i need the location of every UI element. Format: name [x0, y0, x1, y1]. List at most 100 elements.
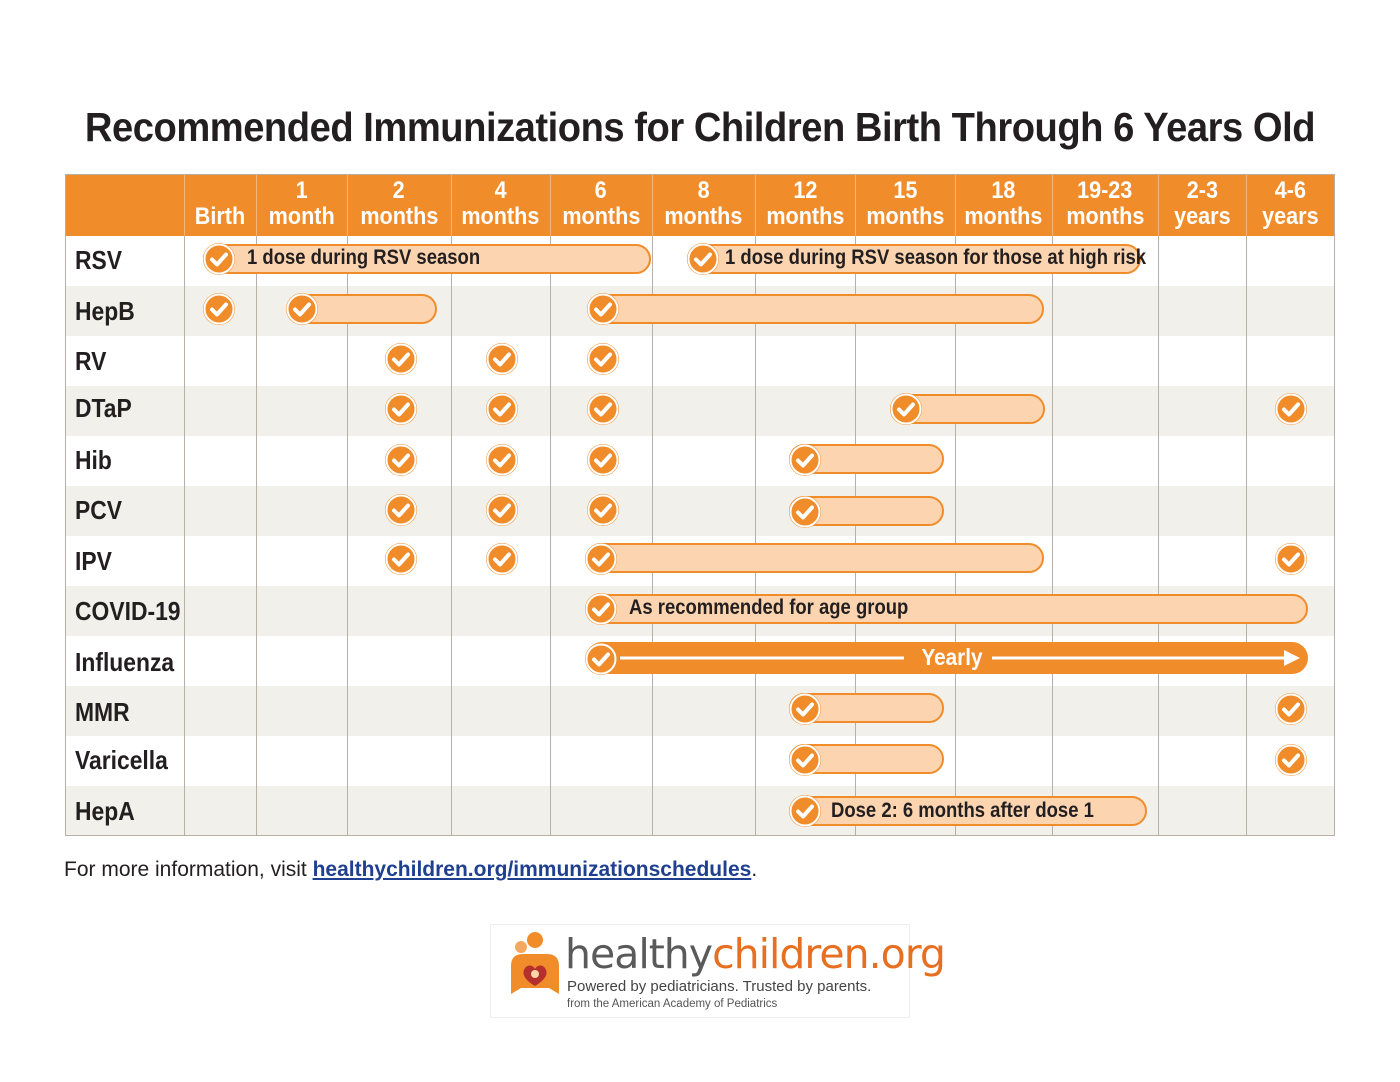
header-divider [550, 174, 551, 236]
covid-label: As recommended for age group [629, 596, 909, 619]
check-icon [585, 543, 617, 575]
check-icon [789, 693, 821, 725]
hepa-range-bar [789, 796, 1147, 826]
header-divider [1158, 174, 1159, 236]
logo-subtitle: from the American Academy of Pediatrics [567, 998, 778, 1010]
check-icon [585, 643, 617, 675]
page-title: Recommended Immunizations for Children B… [84, 104, 1316, 150]
vaccine-label-mmr: MMR [75, 697, 130, 727]
hepa-dose2-label-rest: 6 months after dose 1 [897, 799, 1094, 822]
header-divider [451, 174, 452, 236]
col-header-15-months: 15 months [865, 177, 944, 230]
grid-line [347, 174, 348, 836]
vaccine-label-covid-19: COVID-19 [75, 596, 181, 626]
vaccine-label-hepa: HepA [75, 796, 135, 826]
check-icon [203, 243, 235, 275]
hepa-dose2-label: Dose 2: 6 months after dose 1 [831, 799, 1094, 823]
col-header-4-6-years: 4-6 years [1262, 177, 1319, 230]
col-header-1-month: 1 month [268, 177, 335, 230]
influenza-yearly-label: Yearly [921, 644, 983, 670]
check-icon [385, 343, 417, 375]
hepa-dose2-label-bold: Dose 2: [831, 799, 898, 822]
header-divider [347, 174, 348, 236]
col-header-4-months: 4 months [461, 177, 540, 230]
check-icon [1275, 744, 1307, 776]
check-icon [385, 543, 417, 575]
logo-word-1: healthy [565, 930, 713, 978]
check-icon [1275, 393, 1307, 425]
check-icon [385, 494, 417, 526]
footer-suffix: . [751, 858, 758, 881]
header-divider [955, 174, 956, 236]
check-icon [286, 293, 318, 325]
header-divider [1052, 174, 1053, 236]
header-divider [652, 174, 653, 236]
check-icon [385, 393, 417, 425]
grid-line [451, 174, 452, 836]
col-header-birth: Birth [194, 203, 246, 230]
yearly-arrow [620, 650, 1300, 666]
schedule-grid [65, 174, 1335, 836]
col-header-18-months: 18 months [964, 177, 1043, 230]
col-header-12-months: 12 months [765, 177, 844, 230]
family-logo-icon [511, 932, 559, 994]
check-icon [203, 293, 235, 325]
footer-prefix: For more information, visit [64, 858, 313, 881]
vaccine-label-pcv: PCV [75, 495, 123, 525]
check-icon [486, 543, 518, 575]
grid-line [955, 174, 956, 836]
covid-range-bar [586, 594, 1308, 624]
vaccine-label-rsv: RSV [75, 245, 123, 275]
grid-line [755, 174, 756, 836]
col-header-6-months: 6 months [561, 177, 640, 230]
check-icon [1275, 543, 1307, 575]
check-icon [789, 496, 821, 528]
footer-link[interactable]: healthychildren.org/immunizationschedule… [312, 858, 752, 881]
check-icon [385, 444, 417, 476]
rsv-infant-label: 1 dose during RSV season [247, 246, 481, 269]
col-header-2-months: 2 months [359, 177, 438, 230]
ipv-dose3-range-bar [586, 543, 1044, 573]
check-icon [585, 593, 617, 625]
hepb-dose3-range-bar [588, 294, 1044, 324]
vaccine-label-varicella: Varicella [75, 745, 168, 775]
logo-word-3: org [880, 930, 946, 978]
vaccine-label-dtap: DTaP [75, 393, 132, 423]
logo-word-2: children. [712, 930, 882, 978]
col-header-8-months: 8 months [664, 177, 743, 230]
header-divider [755, 174, 756, 236]
grid-line [1052, 174, 1053, 836]
check-icon [587, 343, 619, 375]
header-divider [1246, 174, 1247, 236]
check-icon [486, 494, 518, 526]
vaccine-label-influenza: Influenza [75, 647, 175, 677]
vaccine-label-hib: Hib [75, 445, 112, 475]
header-divider [855, 174, 856, 236]
logo-wordmark: healthychildren.org [565, 930, 946, 978]
grid-line [256, 174, 257, 836]
row-bg-dtap [65, 386, 1335, 436]
col-header-19-23-months: 19-23 months [1065, 177, 1144, 230]
check-icon [486, 343, 518, 375]
footer-info: For more information, visit healthychild… [64, 858, 757, 882]
check-icon [789, 444, 821, 476]
vaccine-label-ipv: IPV [75, 546, 112, 576]
check-icon [789, 795, 821, 827]
check-icon [687, 243, 719, 275]
header-divider [256, 174, 257, 236]
schedule-header [65, 174, 1335, 236]
check-icon [789, 744, 821, 776]
header-divider [184, 174, 185, 236]
check-icon [587, 494, 619, 526]
rsv-infant-range-bar [203, 244, 651, 274]
vaccine-label-hepb: HepB [75, 296, 135, 326]
row-bg-mmr [65, 686, 1335, 736]
row-bg-pcv [65, 486, 1335, 536]
check-icon [587, 393, 619, 425]
vaccine-label-rv: RV [75, 346, 107, 376]
logo-tagline: Powered by pediatricians. Trusted by par… [567, 978, 872, 995]
grid-line [652, 174, 653, 836]
grid-line [184, 174, 185, 836]
logo-box [490, 924, 910, 1018]
col-header-2-3-years: 2-3 years [1173, 177, 1231, 230]
